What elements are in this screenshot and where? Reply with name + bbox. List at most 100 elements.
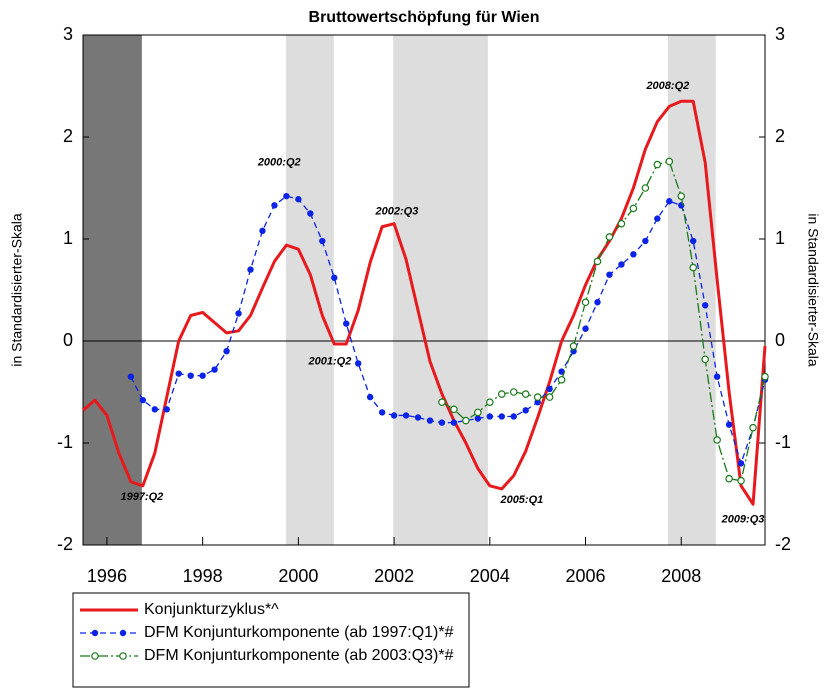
point (343, 320, 350, 327)
legend-label: DFM Konjunturkomponente (ab 1997:Q1)*# (144, 624, 454, 641)
series-line (130, 195, 766, 465)
point (175, 370, 182, 377)
y2-tick-label: 2 (775, 126, 785, 146)
point (581, 298, 590, 307)
point (654, 215, 661, 222)
point (354, 360, 362, 367)
point (701, 355, 709, 364)
point (486, 398, 494, 407)
point (259, 227, 266, 235)
x-tick-label: 1996 (87, 566, 127, 586)
point (521, 390, 530, 398)
point (630, 251, 637, 258)
annotation: 2008:Q2 (645, 80, 689, 92)
point (617, 219, 626, 228)
annotation: 1997:Q2 (120, 491, 163, 503)
shaded-band (667, 35, 716, 545)
point (438, 419, 446, 426)
point (163, 406, 170, 413)
point (462, 416, 470, 425)
point (378, 409, 386, 416)
point (533, 393, 542, 401)
point (199, 372, 206, 379)
legend-marker (119, 629, 127, 637)
point (509, 388, 518, 396)
point (127, 373, 135, 380)
point (594, 299, 601, 306)
y-tick-label: 2 (63, 126, 73, 146)
point (331, 274, 338, 281)
point (271, 202, 278, 209)
point (139, 396, 147, 404)
point (558, 368, 565, 375)
point (689, 263, 698, 272)
legend-label: Konjunkturzyklus*^ (144, 601, 279, 618)
legend-marker (119, 652, 127, 660)
annotation: 2002:Q3 (375, 205, 419, 217)
point (749, 423, 757, 432)
point (497, 390, 506, 398)
point (725, 474, 733, 483)
annotation: 2009:Q3 (721, 513, 765, 525)
shaded-band (83, 35, 142, 545)
x-tick-label: 2000 (278, 566, 318, 586)
y-tick-label: 1 (63, 228, 73, 248)
y-tick-label: -1 (57, 432, 73, 452)
point (486, 413, 494, 420)
point (713, 436, 721, 444)
x-tick-label: 2006 (566, 566, 606, 586)
point (642, 237, 649, 245)
point (283, 192, 290, 200)
x-tick-label: 2008 (661, 566, 701, 586)
point (426, 417, 434, 424)
point (618, 261, 625, 268)
x-tick-label: 1998 (183, 566, 223, 586)
plot-frame (82, 34, 766, 546)
point (414, 414, 422, 421)
point (569, 342, 578, 350)
point (247, 266, 254, 273)
point (713, 373, 721, 380)
point (546, 385, 553, 393)
y2-tick-label: 1 (775, 228, 785, 248)
point (761, 372, 769, 381)
x-tick-label: 2002 (374, 566, 414, 586)
chart-title: Bruttowertschöpfung für Wien (309, 9, 540, 26)
point (295, 196, 302, 203)
y-axis-title: in Standardisierter-Skala (9, 213, 25, 367)
y2-tick-label: 0 (775, 330, 785, 350)
point (678, 202, 685, 209)
y2-axis-title: in Standardisierter-Skala (805, 213, 821, 367)
point (474, 415, 482, 422)
point (450, 419, 458, 426)
point (737, 476, 745, 485)
point (653, 160, 662, 169)
point (701, 302, 709, 309)
legend-marker (91, 629, 99, 637)
point (151, 406, 158, 413)
point (737, 460, 745, 467)
point (677, 192, 686, 200)
point (725, 421, 733, 428)
shaded-band (285, 35, 334, 545)
point (629, 204, 638, 213)
point (605, 233, 614, 241)
legend-marker (91, 652, 99, 660)
point (187, 372, 194, 379)
annotation: 2001:Q2 (308, 355, 352, 367)
point (366, 393, 374, 401)
y2-tick-label: -2 (775, 534, 791, 554)
legend-box (72, 592, 470, 688)
point (665, 157, 674, 166)
point (223, 348, 230, 355)
point (402, 412, 410, 419)
y2-tick-label: -1 (775, 432, 791, 452)
point (390, 412, 398, 419)
legend-label: DFM Konjunturkomponente (ab 2003:Q3)*# (144, 647, 454, 664)
series-line (82, 99, 767, 506)
y2-tick-label: 3 (775, 24, 785, 44)
annotation: 2000:Q2 (257, 156, 301, 168)
point (307, 210, 314, 217)
y-tick-label: -2 (57, 534, 73, 554)
